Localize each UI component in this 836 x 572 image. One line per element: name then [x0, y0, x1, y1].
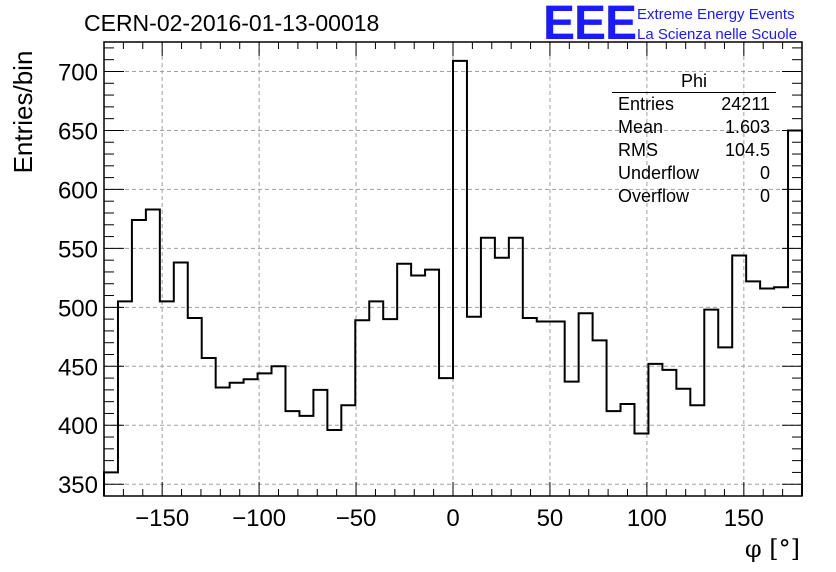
x-tick-label: −150 [135, 505, 189, 532]
stats-row: Overflow 0 [612, 185, 776, 208]
y-tick-label: 650 [58, 118, 98, 145]
stats-value: 0 [759, 186, 770, 206]
stats-box: Phi Entries 24211 Mean 1.603 RMS 104.5 U… [612, 70, 776, 208]
y-tick-label: 700 [58, 59, 98, 86]
y-tick-label: 400 [58, 413, 98, 440]
x-tick-label: 100 [627, 505, 667, 532]
stats-value: 1.603 [724, 117, 770, 137]
stats-row: Mean 1.603 [612, 116, 776, 139]
stats-row: Entries 24211 [612, 93, 776, 116]
eee-logo-mark: EEE [543, 0, 637, 50]
y-tick-label: 600 [58, 177, 98, 204]
x-tick-label: 50 [537, 505, 564, 532]
y-tick-label: 450 [58, 354, 98, 381]
stats-row: RMS 104.5 [612, 139, 776, 162]
y-tick-label: 350 [58, 472, 98, 499]
x-tick-label: −50 [336, 505, 377, 532]
x-tick-label: −100 [232, 505, 286, 532]
stats-label: RMS [618, 140, 658, 160]
y-tick-label: 500 [58, 295, 98, 322]
stats-value: 24211 [721, 94, 770, 114]
y-tick-label: 550 [58, 236, 98, 263]
axis-ticks [104, 42, 802, 497]
x-axis-label: φ [°] [745, 535, 800, 563]
x-tick-label: 0 [446, 505, 459, 532]
logo-line-2: La Scienza nelle Scuole [637, 26, 798, 43]
chart-title: CERN-02-2016-01-13-00018 [84, 10, 380, 36]
tick-labels: −150 −100 −50 0 50 100 150 350 400 450 500 550 600 65… [58, 59, 764, 532]
stats-value: 104.5 [724, 140, 770, 160]
histogram-series [103, 59, 803, 496]
stats-label: Mean [618, 117, 664, 137]
stats-label: Entries [618, 94, 675, 114]
logo-line-1: Extreme Energy Events [637, 6, 795, 23]
stats-row: Underflow 0 [612, 162, 776, 185]
stats-label: Underflow [618, 163, 700, 183]
x-tick-label: 150 [724, 505, 764, 532]
stats-label: Overflow [618, 186, 690, 206]
stats-value: 0 [759, 163, 770, 183]
stats-box-title: Phi [612, 70, 776, 93]
y-axis-label: Entries/bin [8, 51, 38, 174]
